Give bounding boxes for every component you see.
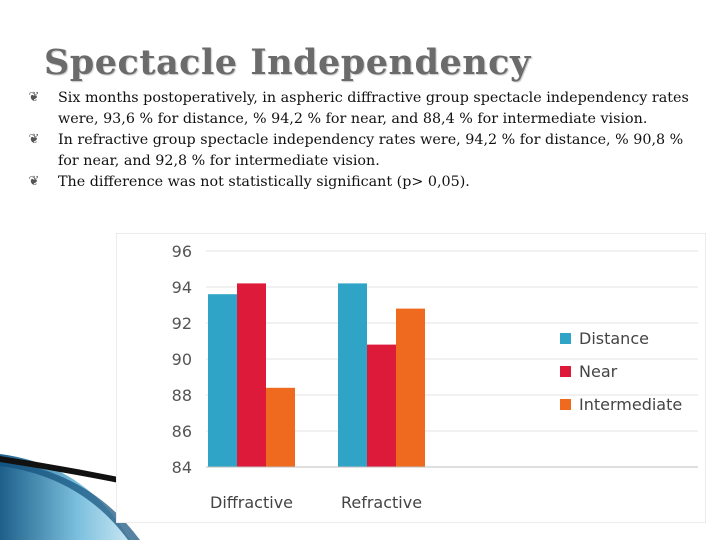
legend-swatch [560,399,571,410]
bar-chart-svg: 84 86 88 90 92 94 96 Diffractive Refractive Dista… [116,233,706,523]
bullet-text: Six months postoperatively, in aspheric … [58,90,689,127]
bar-chart: 84 86 88 90 92 94 96 Diffractive Refractive Dista… [116,233,706,523]
legend-swatch [560,333,571,344]
bar-refractive-intermediate [396,309,425,467]
legend-label: Distance [579,329,649,348]
bar-diffractive-distance [208,294,237,467]
ornament-bullet-icon: ❦ [22,172,46,193]
y-tick-label: 86 [172,422,192,441]
y-tick-label: 96 [172,242,192,261]
x-category-label: Diffractive [210,493,293,512]
ornament-bullet-icon: ❦ [22,130,46,151]
y-tick-label: 94 [172,278,192,297]
slide-title: Spectacle Independency [44,42,531,83]
legend-label: Intermediate [579,395,682,414]
y-tick-label: 84 [172,458,192,477]
bullet-text: The difference was not statistically sig… [58,174,470,190]
legend-swatch [560,366,571,377]
bullet-item: ❦ In refractive group spectacle independ… [14,130,704,171]
bar-refractive-distance [338,283,367,467]
y-tick-label: 88 [172,386,192,405]
bullet-item: ❦ Six months postoperatively, in aspheri… [14,88,704,129]
legend-label: Near [579,362,618,381]
bullet-list: ❦ Six months postoperatively, in aspheri… [14,88,704,194]
y-tick-label: 90 [172,350,192,369]
bar-diffractive-intermediate [266,388,295,467]
bar-refractive-near [367,345,396,467]
y-tick-label: 92 [172,314,192,333]
bullet-item: ❦ The difference was not statistically s… [14,172,704,193]
x-category-label: Refractive [341,493,422,512]
bar-diffractive-near [237,283,266,467]
ornament-bullet-icon: ❦ [22,88,46,109]
bullet-text: In refractive group spectacle independen… [58,132,683,169]
